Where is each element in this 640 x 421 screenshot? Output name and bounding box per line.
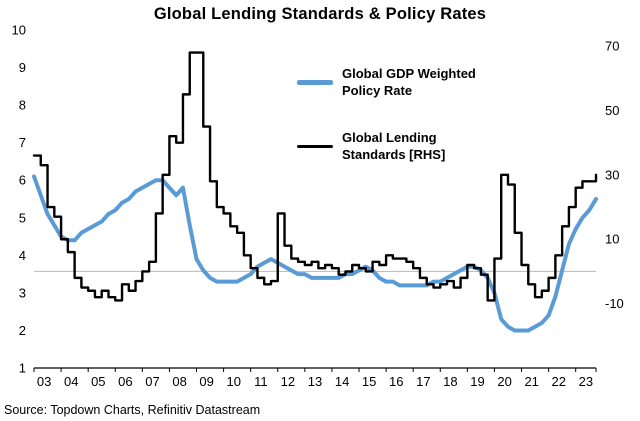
svg-text:50: 50 [605, 103, 619, 118]
svg-text:30: 30 [605, 167, 619, 182]
chart-legend: Global GDP Weighted Policy Rate Global L… [297, 66, 494, 164]
svg-text:-10: -10 [605, 296, 624, 311]
legend-item-policy-rate: Global GDP Weighted Policy Rate [297, 66, 494, 100]
svg-text:23: 23 [579, 374, 593, 389]
svg-text:08: 08 [172, 374, 186, 389]
svg-text:14: 14 [335, 374, 349, 389]
svg-text:11: 11 [254, 374, 268, 389]
svg-text:6: 6 [19, 173, 26, 188]
svg-text:09: 09 [199, 374, 213, 389]
svg-text:3: 3 [19, 285, 26, 300]
svg-text:03: 03 [37, 374, 51, 389]
svg-text:5: 5 [19, 210, 26, 225]
svg-text:4: 4 [19, 248, 26, 263]
svg-text:21: 21 [524, 374, 538, 389]
series-line-0 [32, 174, 598, 333]
svg-text:7: 7 [19, 135, 26, 150]
svg-text:07: 07 [145, 374, 159, 389]
svg-text:10: 10 [227, 374, 241, 389]
svg-text:10: 10 [12, 23, 26, 38]
right-axis-labels: -10 10 30 50 70 [605, 39, 624, 312]
source-attribution: Source: Topdown Charts, Refinitiv Datast… [4, 403, 261, 417]
chart-title: Global Lending Standards & Policy Rates [153, 5, 487, 23]
policy-rate-line-swatch [297, 80, 333, 86]
svg-text:22: 22 [552, 374, 566, 389]
left-axis-labels: 1 2 3 4 5 6 7 8 9 10 [12, 23, 26, 376]
svg-text:16: 16 [389, 374, 403, 389]
svg-text:06: 06 [118, 374, 132, 389]
svg-text:19: 19 [470, 374, 484, 389]
x-axis [33, 367, 597, 372]
svg-text:10: 10 [605, 232, 619, 247]
legend-item-lending-standards: Global Lending Standards [RHS] [297, 130, 494, 164]
svg-text:15: 15 [362, 374, 376, 389]
svg-text:04: 04 [64, 374, 78, 389]
svg-text:70: 70 [605, 39, 619, 54]
legend-label-policy-rate: Global GDP Weighted Policy Rate [342, 66, 476, 98]
svg-text:9: 9 [19, 60, 26, 75]
series-line-1 [32, 51, 598, 302]
lending-standards-line-swatch [297, 145, 333, 149]
svg-text:13: 13 [308, 374, 322, 389]
svg-text:17: 17 [416, 374, 430, 389]
svg-text:20: 20 [497, 374, 511, 389]
legend-label-lending-standards: Global Lending Standards [RHS] [342, 129, 446, 162]
x-axis-labels: 03 04 05 06 07 08 09 10 11 12 13 14 15 16 17 18 19 20 21 22… [37, 374, 593, 389]
svg-text:05: 05 [91, 374, 105, 389]
svg-text:18: 18 [443, 374, 457, 389]
svg-text:2: 2 [19, 323, 26, 338]
svg-text:1: 1 [19, 361, 26, 376]
svg-text:12: 12 [281, 374, 295, 389]
svg-text:8: 8 [19, 98, 26, 113]
